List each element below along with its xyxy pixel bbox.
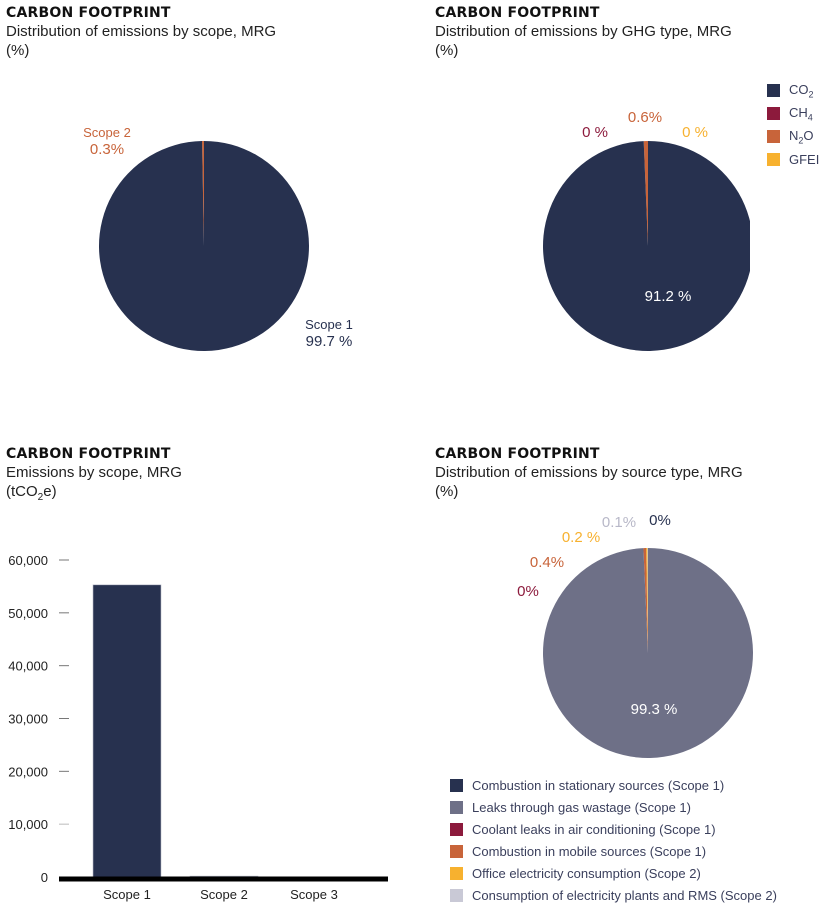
legend-swatch — [450, 800, 463, 814]
legend-label: Consumption of electricity plants and RM… — [472, 887, 777, 903]
slice-value-label: 0.4% — [530, 554, 564, 571]
slice-value-label: 0.6% — [628, 109, 662, 126]
legend-item-gfei: GFEI — [767, 148, 819, 171]
legend-swatch — [767, 84, 780, 97]
legend-swatch — [450, 778, 463, 792]
pie-slice-scope-2 — [202, 141, 204, 246]
legend-swatch — [767, 107, 780, 120]
legend-swatch — [450, 844, 463, 858]
legend-label: N2O — [789, 127, 814, 146]
pie-slice-office-electricity-consumption-scope-2 — [646, 548, 648, 653]
source-pie-chart: 0% 0.4% 0.2 %0.1% 0% 99.3 % — [517, 512, 753, 758]
chart-kicker: CARBON FOOTPRINT — [6, 446, 171, 462]
ghg-legend: CO2 CH4 N2O GFEI — [767, 79, 819, 171]
unit-sub: 2 — [37, 492, 44, 503]
pie-slice-leaks-through-gas-wastage-scope-1 — [542, 548, 753, 758]
slice-name-label: Scope 2 — [83, 125, 131, 140]
chart-title: Emissions by scope, MRG — [6, 464, 182, 481]
y-tick-label: 60,000 — [8, 553, 48, 568]
legend-swatch — [767, 153, 780, 166]
slice-value-label: 0 % — [582, 124, 608, 141]
source-legend: Combustion in stationary sources (Scope … — [450, 774, 777, 906]
legend-swatch — [450, 866, 463, 880]
legend-item-combustion-in-stationary-sources-scope-1: Combustion in stationary sources (Scope … — [450, 774, 777, 796]
unit-tail: e) — [43, 483, 57, 500]
x-tick-label: Scope 3 — [290, 887, 338, 902]
legend-swatch — [450, 888, 463, 902]
bar-scope-1 — [92, 584, 162, 878]
legend-item-office-electricity-consumption-scope-2: Office electricity consumption (Scope 2) — [450, 862, 777, 884]
slice-value-label: 0 % — [682, 124, 708, 141]
ghg-pie-header: CARBON FOOTPRINT Distribution of emissio… — [435, 4, 815, 60]
chart-unit: (%) — [435, 42, 459, 59]
y-tick-label: 10,000 — [8, 817, 48, 832]
y-tick-label: 30,000 — [8, 712, 48, 727]
chart-title: Distribution of emissions by GHG type, M… — [435, 23, 732, 40]
pie-slice-combustion-in-mobile-sources-scope-1 — [643, 548, 648, 653]
x-tick-label: Scope 2 — [200, 887, 248, 902]
scope-pie-chart: Scope 20.3% Scope 199.7 % — [83, 125, 353, 351]
legend-item-combustion-in-mobile-sources-scope-1: Combustion in mobile sources (Scope 1) — [450, 840, 777, 862]
pie-slice-co2 — [543, 141, 750, 351]
chart-unit: (%) — [435, 483, 459, 500]
chart-title: Distribution of emissions by scope, MRG — [6, 23, 277, 40]
slice-value-label: 0.2 % — [562, 529, 600, 546]
scope-pie-header: CARBON FOOTPRINT Distribution of emissio… — [6, 4, 406, 60]
scope-bar-chart: 0 10,000 20,000 30,000 40,000 50,000 60,000 Sco… — [8, 553, 388, 902]
legend-label: CH4 — [789, 104, 813, 123]
legend-swatch — [450, 822, 463, 836]
pie-slice-scope-1 — [99, 141, 310, 351]
slice-value-label: 0.3% — [90, 141, 124, 158]
slice-value-label: 0% — [649, 512, 671, 529]
chart-unit: (tCO2e) — [6, 483, 406, 507]
y-tick-label: 50,000 — [8, 606, 48, 621]
unit-main: (tCO — [6, 483, 38, 500]
slice-value-label: 91.2 % — [645, 288, 692, 305]
legend-label: Combustion in stationary sources (Scope … — [472, 777, 725, 793]
legend-swatch — [767, 130, 780, 143]
pie-slice-n2o — [643, 141, 648, 246]
slice-value-label: 0% — [517, 583, 539, 600]
chart-title: Distribution of emissions by source type… — [435, 464, 743, 481]
slice-name-label: Scope 1 — [305, 317, 353, 332]
legend-label: GFEI — [789, 152, 820, 167]
chart-kicker: CARBON FOOTPRINT — [435, 446, 600, 462]
legend-item-leaks-through-gas-wastage-scope-1: Leaks through gas wastage (Scope 1) — [450, 796, 777, 818]
legend-label: CO2 — [789, 81, 814, 100]
legend-item-co2: CO2 — [767, 79, 819, 102]
legend-label: Office electricity consumption (Scope 2) — [472, 865, 701, 881]
y-tick-label: 20,000 — [8, 764, 48, 779]
legend-item-n2o: N2O — [767, 125, 819, 148]
legend-label: Combustion in mobile sources (Scope 1) — [472, 843, 707, 859]
ghg-pie-chart: 0 % 0.6% 0 % 91.2 % — [543, 109, 750, 351]
y-tick-label: 40,000 — [8, 659, 48, 674]
chart-kicker: CARBON FOOTPRINT — [435, 5, 600, 21]
y-tick-label: 0 — [41, 870, 48, 885]
legend-label: Coolant leaks in air conditioning (Scope… — [472, 821, 716, 837]
legend-item-coolant-leaks-in-air-conditioning-scope-1: Coolant leaks in air conditioning (Scope… — [450, 818, 777, 840]
legend-item-consumption-of-electricity-plants-and-rms-scope-2: Consumption of electricity plants and RM… — [450, 884, 777, 906]
x-tick-label: Scope 1 — [103, 887, 151, 902]
scope-bar-header: CARBON FOOTPRINT Emissions by scope, MRG… — [6, 445, 406, 507]
legend-label: Leaks through gas wastage (Scope 1) — [472, 799, 691, 815]
slice-value-label: 0.1% — [602, 514, 636, 531]
legend-item-ch4: CH4 — [767, 102, 819, 125]
chart-kicker: CARBON FOOTPRINT — [6, 5, 171, 21]
source-pie-header: CARBON FOOTPRINT Distribution of emissio… — [435, 445, 815, 501]
slice-value-label: 99.7 % — [306, 333, 353, 350]
slice-value-label: 99.3 % — [631, 701, 678, 718]
chart-unit: (%) — [6, 42, 30, 59]
